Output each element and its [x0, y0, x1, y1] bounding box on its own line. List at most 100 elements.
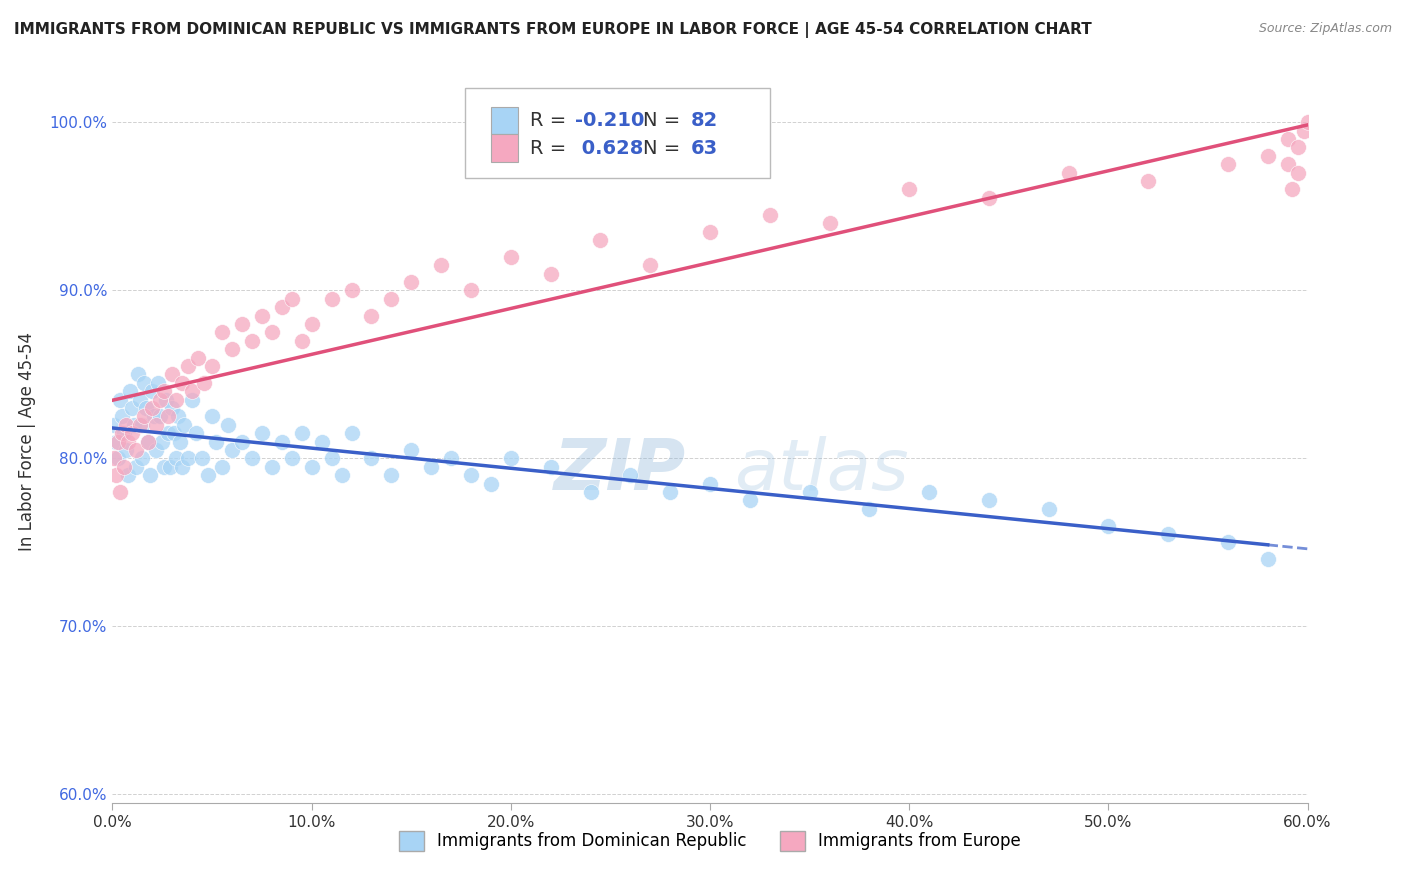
- Point: [125, 459, 148, 474]
- Point: [165, 392, 187, 407]
- Point: [177, 451, 200, 466]
- Point: [131, 417, 153, 432]
- Point: [121, 401, 143, 415]
- Point: [157, 426, 180, 441]
- Point: [1286, 166, 1309, 180]
- Point: [111, 426, 134, 441]
- Point: [155, 392, 177, 407]
- Point: [440, 451, 463, 466]
- Point: [103, 417, 125, 432]
- Point: [135, 401, 157, 415]
- Point: [540, 459, 562, 474]
- Point: [121, 426, 143, 441]
- Point: [115, 417, 138, 432]
- Text: -0.210: -0.210: [575, 112, 644, 130]
- Point: [301, 317, 323, 331]
- Point: [221, 342, 243, 356]
- Point: [799, 485, 821, 500]
- Point: [1296, 115, 1319, 129]
- Point: [1277, 132, 1299, 146]
- Point: [540, 267, 562, 281]
- Point: [818, 216, 841, 230]
- Point: [499, 250, 522, 264]
- Point: [211, 459, 233, 474]
- Point: [977, 493, 1000, 508]
- Point: [141, 384, 163, 398]
- Point: [201, 409, 224, 424]
- Point: [1281, 182, 1303, 196]
- Point: [360, 451, 382, 466]
- FancyBboxPatch shape: [465, 87, 770, 178]
- Point: [139, 468, 162, 483]
- Point: [217, 417, 239, 432]
- Point: [111, 409, 134, 424]
- Point: [193, 376, 215, 390]
- Point: [401, 442, 423, 457]
- Point: [145, 442, 167, 457]
- Text: N =: N =: [643, 138, 686, 158]
- Point: [1038, 501, 1060, 516]
- Point: [150, 434, 173, 449]
- Point: [589, 233, 612, 247]
- Point: [114, 459, 135, 474]
- Point: [401, 275, 423, 289]
- Legend: Immigrants from Dominican Republic, Immigrants from Europe: Immigrants from Dominican Republic, Immi…: [391, 822, 1029, 860]
- Point: [270, 434, 292, 449]
- Point: [1057, 166, 1080, 180]
- Point: [115, 442, 138, 457]
- Point: [659, 485, 682, 500]
- Point: [181, 384, 204, 398]
- Point: [105, 468, 128, 483]
- Point: [1257, 552, 1279, 566]
- Point: [321, 292, 343, 306]
- Point: [640, 258, 662, 272]
- Point: [699, 225, 721, 239]
- FancyBboxPatch shape: [491, 107, 517, 135]
- Text: R =: R =: [530, 112, 572, 130]
- Point: [231, 317, 253, 331]
- Point: [1257, 149, 1279, 163]
- Point: [479, 476, 502, 491]
- Text: IMMIGRANTS FROM DOMINICAN REPUBLIC VS IMMIGRANTS FROM EUROPE IN LABOR FORCE | AG: IMMIGRANTS FROM DOMINICAN REPUBLIC VS IM…: [14, 22, 1092, 38]
- Point: [149, 392, 172, 407]
- Point: [420, 459, 443, 474]
- Point: [738, 493, 761, 508]
- Point: [114, 426, 135, 441]
- Point: [129, 392, 152, 407]
- Point: [221, 442, 243, 457]
- Point: [153, 384, 176, 398]
- Text: ZIP: ZIP: [554, 436, 686, 505]
- Point: [169, 434, 191, 449]
- Point: [162, 401, 183, 415]
- Point: [759, 208, 782, 222]
- Point: [125, 442, 148, 457]
- Point: [1277, 157, 1299, 171]
- Y-axis label: In Labor Force | Age 45-54: In Labor Force | Age 45-54: [18, 332, 35, 551]
- Point: [460, 468, 482, 483]
- Point: [205, 434, 228, 449]
- Point: [918, 485, 941, 500]
- Point: [117, 468, 139, 483]
- Point: [107, 434, 129, 449]
- Point: [898, 182, 921, 196]
- Point: [134, 376, 156, 390]
- Text: R =: R =: [530, 138, 572, 158]
- Point: [138, 434, 160, 449]
- Point: [163, 426, 186, 441]
- Point: [191, 451, 214, 466]
- Point: [172, 459, 194, 474]
- Point: [124, 417, 146, 432]
- Point: [380, 292, 402, 306]
- Point: [110, 485, 132, 500]
- Point: [153, 459, 176, 474]
- Point: [281, 292, 304, 306]
- FancyBboxPatch shape: [491, 135, 517, 162]
- Point: [250, 309, 273, 323]
- Point: [120, 384, 142, 398]
- Point: [131, 451, 153, 466]
- Point: [134, 409, 156, 424]
- Point: [141, 401, 163, 415]
- Point: [619, 468, 641, 483]
- Point: [148, 376, 170, 390]
- Point: [107, 451, 129, 466]
